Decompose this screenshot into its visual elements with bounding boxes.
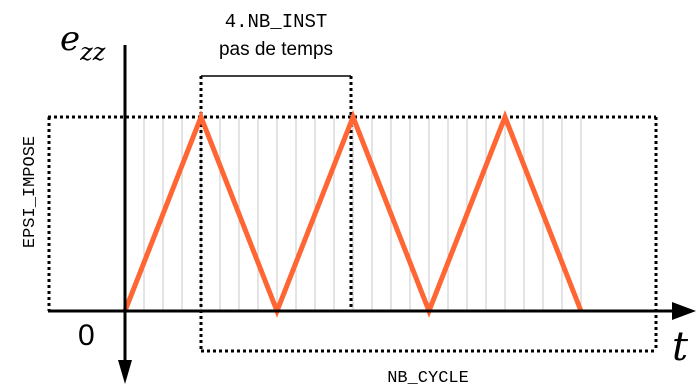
strain-axis-label: ezz — [60, 19, 106, 66]
origin-label: 0 — [78, 319, 95, 352]
amplitude-label: EPSI_IMPOSE — [21, 136, 40, 248]
triangle-signal — [122, 110, 584, 318]
strain-axis-arrow-icon — [118, 360, 132, 384]
time-axis-arrow-icon — [672, 302, 696, 320]
cycles-label: NB_CYCLE — [387, 369, 469, 388]
time-axis-label: t — [672, 324, 689, 370]
period-code-label: 4.NB_INST — [225, 11, 328, 33]
period-text-label: pas de temps — [219, 39, 333, 60]
